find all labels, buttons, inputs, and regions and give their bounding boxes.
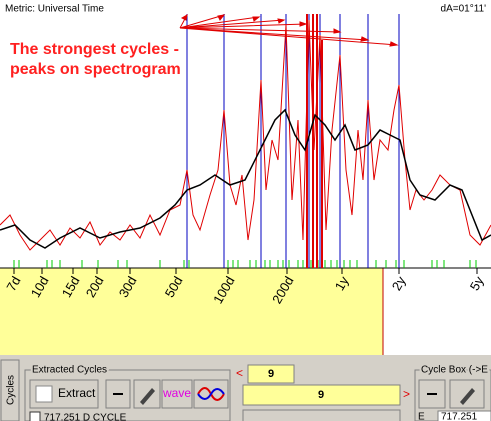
next-arrow[interactable]: > [403, 387, 410, 401]
wave-button[interactable] [161, 379, 193, 409]
edit-icon [460, 388, 475, 405]
button-label: Extract [58, 386, 96, 400]
metric-label: Metric: Universal Time [5, 4, 104, 15]
group-box [24, 369, 231, 421]
peak-lines [186, 14, 400, 268]
plot-area [0, 0, 491, 268]
side-tab: E [418, 412, 425, 421]
edit-icon [140, 388, 155, 405]
cycle-value: 717.251 [441, 412, 478, 421]
cycles-tab[interactable] [0, 359, 20, 421]
checkbox[interactable] [29, 411, 41, 421]
smoothed-spectrum [0, 108, 491, 249]
extract-icon [35, 385, 53, 403]
x-tick-label: 7d [3, 274, 23, 294]
annotation-line: peaks on spectrogram [10, 61, 181, 78]
count-value: 9 [318, 389, 324, 401]
group-box [414, 369, 491, 421]
tab-label: Cycles [6, 375, 17, 405]
button-label: wave [162, 386, 191, 400]
arrows [179, 13, 399, 47]
count-field[interactable] [242, 384, 401, 406]
annotation-line: The strongest cycles - [10, 41, 179, 58]
list-item[interactable]: 717.251 D CYCLE [44, 413, 127, 421]
wave-icon [197, 388, 225, 400]
prev-arrow[interactable]: < [236, 366, 243, 380]
action-button[interactable] [242, 409, 401, 421]
axis-band-right [383, 268, 491, 355]
axis-band [0, 268, 383, 355]
value-field[interactable] [437, 410, 491, 421]
count-value: 9 [268, 368, 274, 380]
group-title: Cycle Box (->E [421, 365, 488, 376]
angle-label: dA=01°11' [441, 4, 487, 15]
group-title: Extracted Cycles [32, 365, 107, 376]
count-field[interactable] [247, 364, 295, 384]
